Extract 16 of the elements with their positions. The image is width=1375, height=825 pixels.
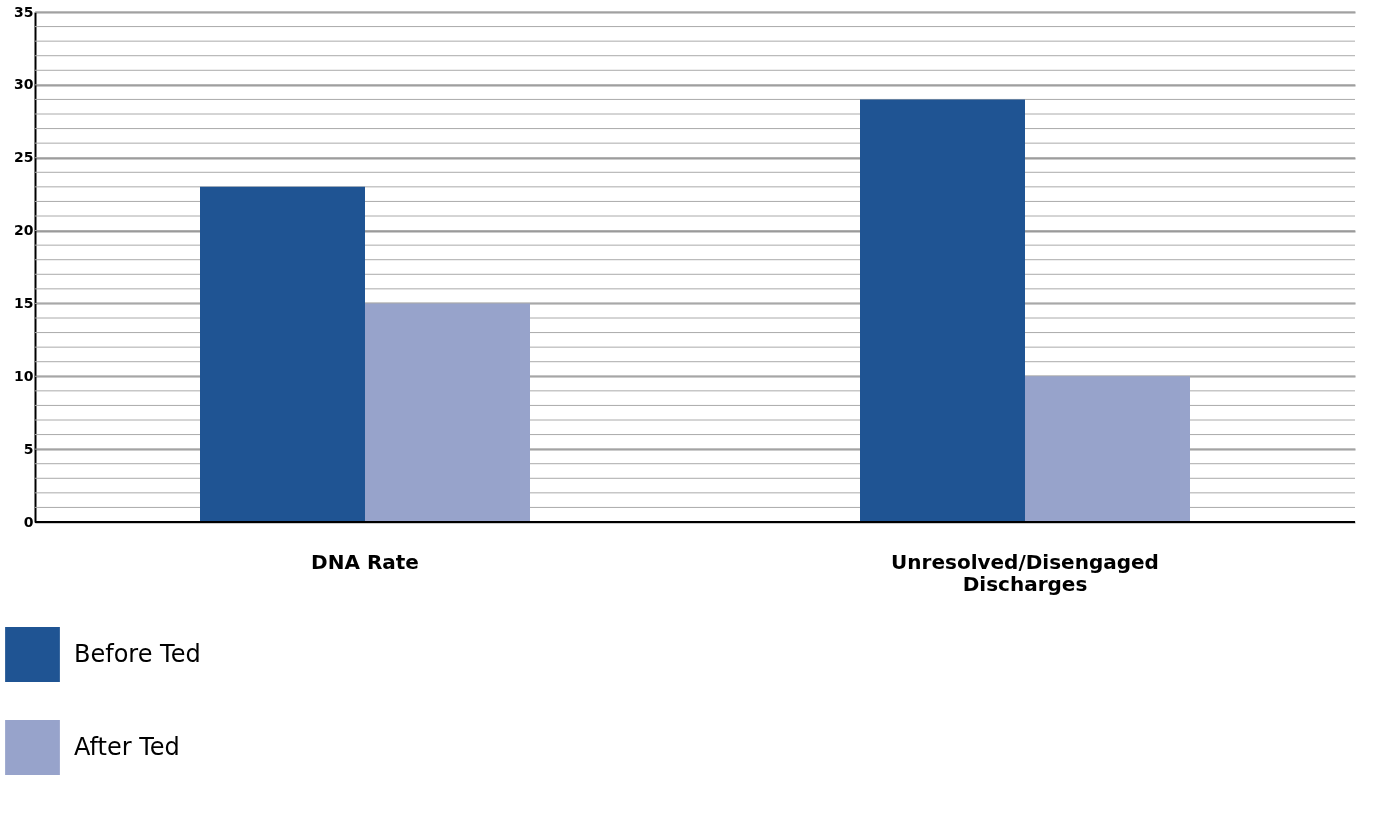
y-tick-label: 20 — [14, 222, 34, 239]
y-tick-label: 5 — [23, 440, 34, 457]
x-tick-label: Unresolved/Disengaged Discharges — [891, 549, 1159, 596]
y-tick-label: 30 — [14, 76, 34, 93]
y-tick-label: 10 — [14, 367, 34, 384]
bar — [365, 303, 530, 522]
y-tick-label: 35 — [14, 3, 34, 20]
x-tick-label: DNA Rate — [311, 549, 419, 574]
legend-label: After Ted — [74, 732, 180, 761]
y-tick-label: 0 — [23, 513, 34, 530]
legend-label: Before Ted — [74, 639, 201, 668]
bar — [1025, 376, 1190, 522]
y-tick-label: 25 — [14, 149, 34, 166]
y-tick-label: 15 — [14, 294, 34, 311]
bar — [200, 186, 365, 522]
bar — [860, 99, 1025, 522]
